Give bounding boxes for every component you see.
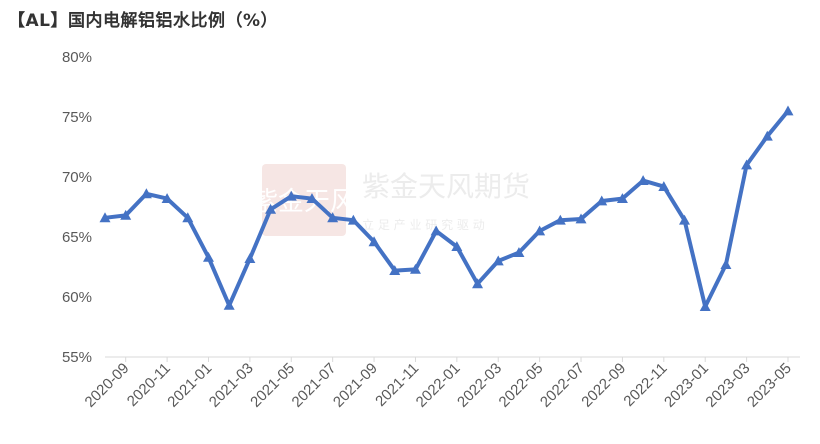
data-point-marker (679, 214, 691, 225)
x-tick-label: 2021-09 (330, 360, 381, 411)
data-point-marker (492, 255, 504, 266)
x-tick-label: 2021-03 (206, 360, 257, 411)
y-tick-label: 55% (62, 349, 92, 366)
data-point-marker (575, 213, 587, 224)
data-point-marker (741, 159, 753, 170)
x-tick-label: 2021-01 (164, 360, 215, 411)
data-point-marker (368, 236, 380, 247)
data-point-marker (265, 203, 277, 214)
x-tick-label: 2022-03 (454, 360, 505, 411)
data-point-marker (637, 175, 649, 185)
y-tick-label: 80% (62, 49, 92, 66)
data-point-marker (534, 225, 546, 236)
x-tick-label: 2023-05 (744, 360, 795, 411)
x-tick-label: 2022-07 (537, 360, 588, 411)
data-point-marker (596, 195, 608, 206)
x-tick-label: 2020-11 (124, 360, 174, 410)
y-tick-label: 60% (62, 289, 92, 306)
data-point-marker (472, 278, 484, 289)
data-point-marker (389, 265, 401, 275)
chart-title: 【AL】国内电解铝铝水比例（%） (8, 11, 279, 31)
watermark-name: 紫金天风期货 (362, 170, 530, 203)
x-tick-label: 2021-05 (247, 360, 298, 411)
data-point-marker (223, 299, 235, 310)
data-point-marker (120, 209, 132, 220)
y-tick-label: 65% (62, 229, 92, 246)
data-point-marker (244, 253, 256, 263)
data-point-marker (720, 259, 732, 269)
data-point-marker (782, 105, 794, 116)
data-point-marker (658, 181, 670, 191)
series-line (104, 109, 790, 309)
data-point-marker (182, 212, 194, 223)
data-point-marker (202, 251, 214, 262)
x-tick-label: 2022-09 (578, 360, 629, 411)
x-tick-label: 2023-01 (661, 360, 712, 411)
watermark-slogan: 立 足 产 业 研 究 驱 动 (362, 217, 485, 232)
data-point-marker (761, 130, 773, 141)
x-tick-label: 2023-03 (702, 360, 753, 411)
data-point-marker (161, 193, 173, 203)
data-point-marker (327, 212, 339, 223)
x-tick-label: 2022-05 (496, 360, 547, 411)
data-point-marker (430, 225, 442, 236)
data-point-marker (347, 214, 359, 225)
x-tick-label: 2020-09 (82, 360, 133, 411)
plot-area (99, 105, 794, 311)
data-point-marker (409, 263, 421, 274)
data-point-marker (554, 214, 566, 225)
y-tick-label: 70% (62, 169, 92, 186)
x-tick-label: 2021-07 (289, 360, 340, 411)
data-point-marker (699, 301, 711, 311)
y-tick-label: 75% (62, 109, 92, 126)
x-tick-label: 2022-11 (620, 360, 670, 410)
data-point-marker (99, 212, 111, 223)
data-point-marker (140, 188, 152, 199)
data-point-marker (451, 241, 463, 251)
x-tick-label: 2021-11 (372, 360, 422, 410)
x-tick-label: 2022-01 (413, 360, 464, 411)
data-point-marker (306, 193, 318, 203)
data-point-marker (513, 247, 525, 257)
data-point-marker (285, 190, 297, 201)
data-point-marker (616, 193, 628, 203)
watermark-seal (262, 164, 346, 236)
watermark: 紫金天风 紫金天风期货 立 足 产 业 研 究 驱 动 (252, 164, 530, 236)
